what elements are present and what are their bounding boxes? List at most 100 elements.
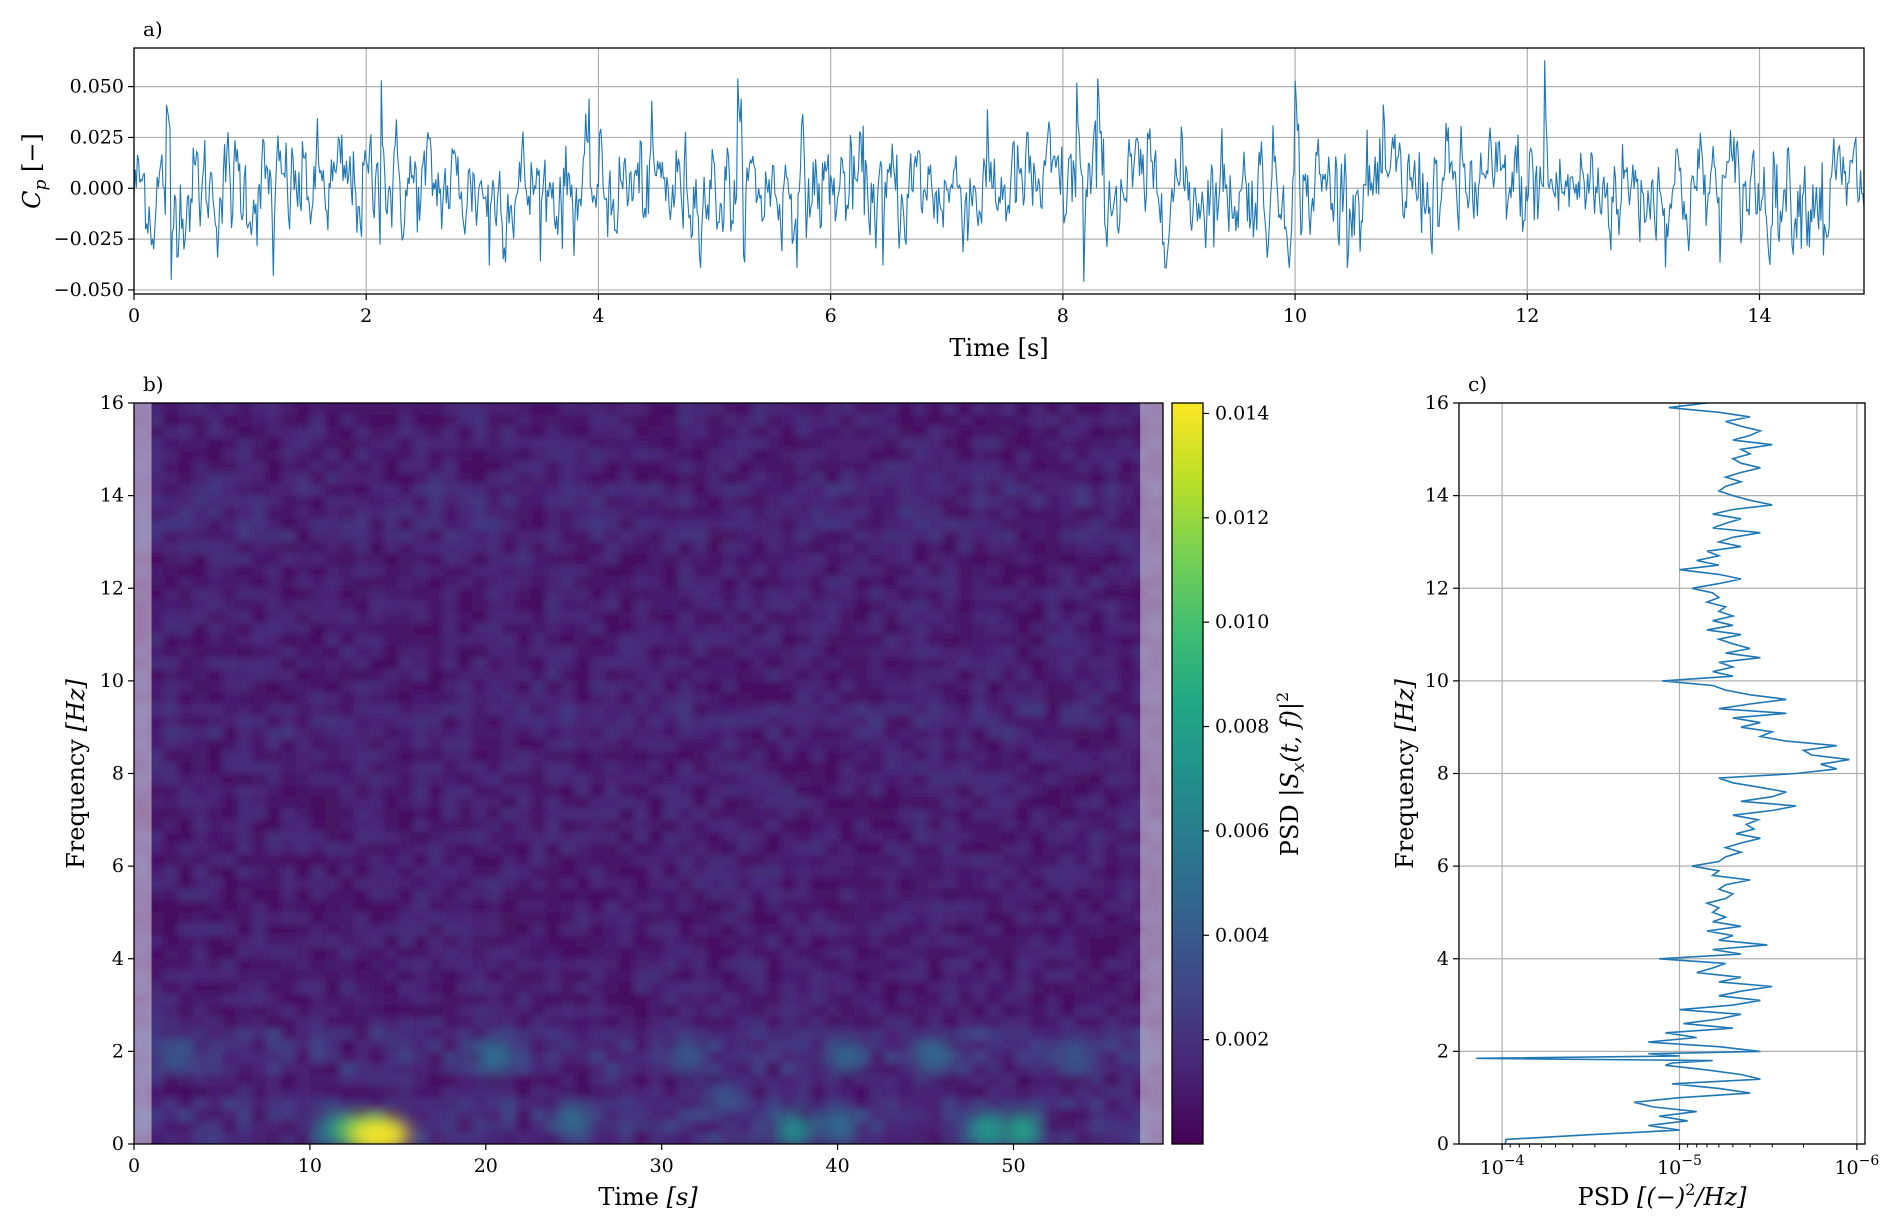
spectrogram-cell — [898, 981, 915, 995]
spectrogram-cell — [281, 1074, 297, 1088]
spectrogram-cell — [281, 738, 297, 752]
spectrogram-cell — [413, 727, 429, 740]
spectrogram-cell — [677, 727, 694, 740]
spectrogram-cell — [325, 495, 341, 509]
spectrogram-cell — [575, 831, 591, 844]
spectrogram-cell — [1045, 623, 1062, 636]
spectrogram-cell — [560, 843, 576, 856]
spectrogram-cell — [619, 704, 635, 717]
spectrogram-cell — [163, 414, 180, 428]
spectrogram-cell — [325, 657, 341, 671]
spectrogram-cell — [648, 495, 665, 509]
spectrogram-cell — [839, 750, 856, 763]
spectrogram-cell — [266, 1086, 282, 1099]
spectrogram-cell — [677, 773, 694, 787]
spectrogram-cell — [883, 889, 900, 902]
spectrogram-cell — [281, 993, 297, 1007]
spectrogram-cell — [192, 715, 209, 729]
spectrogram-cell — [413, 924, 429, 937]
spectrogram-cell — [428, 819, 444, 833]
spectrogram-cell — [1133, 738, 1150, 752]
spectrogram-cell — [1118, 507, 1135, 520]
spectrogram-cell — [560, 576, 576, 590]
spectrogram-cell — [369, 831, 385, 844]
spectrogram-cell — [927, 588, 944, 601]
spectrogram-cell — [486, 669, 503, 682]
spectrogram-cell — [751, 935, 768, 949]
spectrogram-cell — [589, 808, 606, 821]
spectrogram-cell — [251, 611, 268, 624]
spectrogram-cell — [236, 808, 253, 821]
spectrogram-cell — [722, 414, 738, 428]
spectrogram-cell — [457, 831, 474, 844]
spectrogram-cell — [883, 947, 900, 960]
spectrogram-cell — [722, 831, 738, 844]
spectrogram-cell — [369, 460, 385, 474]
spectrogram-cell — [913, 877, 929, 891]
spectrogram-cell — [824, 437, 841, 451]
spectrogram-cell — [192, 877, 209, 891]
spectrogram-cell — [854, 599, 870, 613]
spectrogram-cell — [589, 657, 606, 671]
spectrogram-cell — [1148, 692, 1163, 706]
spectrogram-cell — [383, 599, 400, 613]
spectrogram-cell — [810, 1097, 826, 1111]
spectrogram-cell — [310, 738, 327, 752]
spectrogram-cell — [1133, 449, 1150, 462]
spectrogram-cell — [1089, 634, 1106, 648]
spectrogram-cell — [457, 1074, 474, 1088]
spectrogram-cell — [575, 1039, 591, 1053]
spectrogram-cell — [354, 761, 371, 775]
spectrogram-cell — [560, 704, 576, 717]
spectrogram-cell — [354, 970, 371, 983]
spectrogram-cell — [780, 1063, 797, 1076]
spectrogram-cell — [295, 507, 312, 520]
spectrogram-hot-spot — [817, 1107, 858, 1144]
spectrogram-cell — [134, 866, 150, 879]
spectrogram-cell — [310, 796, 327, 810]
spectrogram-cell — [501, 843, 518, 856]
spectrogram-cell — [604, 495, 621, 509]
spectrogram-cell — [619, 866, 635, 879]
spectrogram-cell — [163, 912, 180, 925]
spectrogram-cell — [648, 1039, 665, 1053]
spectrogram-cell — [486, 1120, 503, 1134]
spectrogram-cell — [722, 449, 738, 462]
spectrogram-cell — [839, 704, 856, 717]
spectrogram-cell — [236, 426, 253, 439]
spectrogram-cell — [575, 900, 591, 914]
spectrogram-cell — [295, 796, 312, 810]
spectrogram-cell — [295, 449, 312, 462]
spectrogram-cell — [295, 1005, 312, 1018]
spectrogram-cell — [869, 530, 885, 543]
spectrogram-cell — [766, 414, 782, 428]
spectrogram-cell — [1148, 484, 1163, 497]
spectrogram-cell — [222, 553, 238, 567]
spectrogram-cell — [325, 634, 341, 648]
spectrogram-cell — [810, 924, 826, 937]
spectrogram-cell — [633, 1028, 650, 1041]
spectrogram-cell — [251, 588, 268, 601]
spectrogram-cell — [1118, 1120, 1135, 1134]
spectrogram-cell — [619, 1016, 635, 1030]
spectrogram-cell — [266, 669, 282, 682]
spectrogram-cell — [530, 449, 547, 462]
spectrogram-cell — [913, 437, 929, 451]
spectrogram-cell — [310, 773, 327, 787]
spectrogram-cell — [898, 715, 915, 729]
spectrogram-hot-spot — [703, 1079, 744, 1116]
spectrogram-cell — [971, 715, 988, 729]
spectrogram-cell — [325, 819, 341, 833]
spectrogram-cell — [1001, 738, 1017, 752]
spectrogram-cell — [883, 808, 900, 821]
spectrogram-cell — [428, 1097, 444, 1111]
spectrogram-cell — [398, 657, 415, 671]
spectrogram-cell — [913, 808, 929, 821]
spectrogram-cell — [839, 403, 856, 416]
spectrogram-cell — [354, 634, 371, 648]
spectrogram-cell — [604, 1028, 621, 1041]
spectrogram-cell — [545, 460, 562, 474]
spectrogram-cell — [707, 460, 723, 474]
spectrogram-cell — [692, 1005, 709, 1018]
spectrogram-cell — [1001, 414, 1017, 428]
